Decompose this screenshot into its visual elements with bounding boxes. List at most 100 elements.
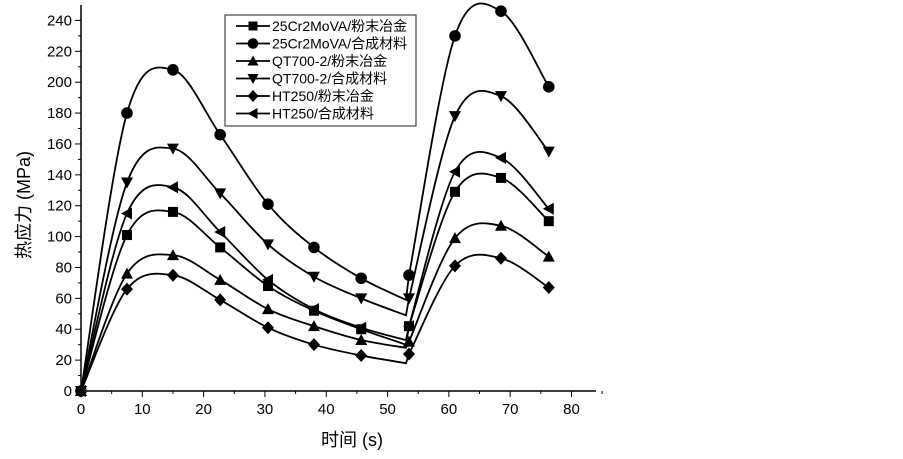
series-0 bbox=[76, 172, 554, 396]
series-4 bbox=[75, 251, 555, 398]
triangle-down-marker bbox=[355, 293, 368, 305]
circle-marker bbox=[542, 81, 555, 93]
triangle-down-marker bbox=[120, 177, 133, 189]
y-tick-label: 240 bbox=[47, 12, 72, 29]
triangle-up-marker bbox=[261, 303, 274, 315]
diamond-marker bbox=[494, 251, 507, 265]
series-line bbox=[80, 150, 550, 392]
circle-marker bbox=[121, 107, 133, 119]
diamond-marker bbox=[355, 348, 368, 362]
legend-item: QT700-2/合成材料 bbox=[236, 71, 387, 87]
series-lines bbox=[75, 2, 555, 398]
triangle-down-marker bbox=[166, 143, 179, 155]
diamond-marker bbox=[166, 268, 179, 282]
axes: 0 10 20 30 40 50 60 70 80 0 20 40 60 80 100 120 140 160 18… bbox=[47, 5, 603, 418]
diamond-marker bbox=[448, 259, 461, 273]
triangle-up-marker bbox=[542, 250, 555, 262]
circle-marker bbox=[214, 128, 226, 141]
circle-marker bbox=[403, 269, 415, 282]
triangle-left-marker bbox=[494, 151, 506, 164]
x-tick-label: 20 bbox=[195, 401, 212, 418]
legend-triangle-left-icon bbox=[247, 108, 258, 119]
circle-marker bbox=[167, 64, 179, 76]
x-tick-label: 0 bbox=[77, 401, 85, 418]
legend-item: HT250/粉末冶金 bbox=[236, 88, 374, 104]
y-tick-label: 220 bbox=[47, 43, 72, 60]
x-tick-label: 10 bbox=[134, 401, 151, 418]
series-3 bbox=[75, 90, 555, 397]
square-marker bbox=[215, 242, 226, 253]
triangle-down-marker bbox=[307, 271, 320, 283]
y-tick-label: 40 bbox=[55, 321, 72, 338]
triangle-up-marker bbox=[448, 232, 461, 244]
triangle-up-marker bbox=[403, 335, 416, 347]
legend-label: 25Cr2MoVA/合成材料 bbox=[272, 36, 407, 52]
x-tick-label: 60 bbox=[441, 401, 458, 418]
triangle-down-marker bbox=[494, 91, 507, 103]
triangle-down-marker bbox=[261, 239, 274, 251]
y-tick-label: 80 bbox=[55, 259, 72, 276]
triangle-left-marker bbox=[214, 225, 226, 238]
x-tick-label: 80 bbox=[563, 401, 580, 418]
triangle-left-marker bbox=[542, 202, 554, 215]
triangle-up-marker bbox=[166, 249, 179, 261]
circle-marker bbox=[308, 241, 320, 254]
triangle-left-marker bbox=[355, 321, 367, 334]
legend-diamond-icon bbox=[247, 90, 259, 102]
legend-label: HT250/合成材料 bbox=[272, 106, 374, 122]
triangle-up-marker bbox=[120, 267, 133, 279]
triangle-up-marker bbox=[214, 273, 227, 285]
triangle-left-marker bbox=[307, 303, 319, 316]
legend: 25Cr2MoVA/粉末冶金 25Cr2MoVA/合成材料QT700-2/粉末冶金… bbox=[224, 14, 417, 127]
legend-label: HT250/粉末冶金 bbox=[272, 88, 374, 104]
y-tick-label: 180 bbox=[47, 105, 72, 122]
circle-marker bbox=[449, 30, 461, 42]
triangle-down-marker bbox=[542, 146, 555, 158]
legend-square-icon bbox=[248, 21, 258, 31]
y-tick-label: 120 bbox=[47, 198, 72, 215]
triangle-up-marker bbox=[307, 320, 320, 332]
triangle-down-marker bbox=[403, 293, 416, 305]
circle-marker bbox=[495, 5, 507, 17]
y-tick-label: 100 bbox=[47, 229, 72, 246]
triangle-left-marker bbox=[448, 165, 460, 178]
legend-label: QT700-2/合成材料 bbox=[272, 71, 387, 87]
y-tick-label: 20 bbox=[55, 352, 72, 369]
legend-circle-icon bbox=[247, 38, 259, 49]
square-marker bbox=[167, 206, 178, 217]
legend-label: 25Cr2MoVA/粉末冶金 bbox=[272, 18, 407, 34]
legend-label: QT700-2/粉末冶金 bbox=[272, 53, 387, 69]
legend-triangle-up-icon bbox=[247, 55, 259, 66]
series-1 bbox=[75, 2, 555, 397]
circle-marker bbox=[262, 198, 274, 210]
triangle-down-marker bbox=[214, 188, 227, 200]
x-axis-label: 时间 (s) bbox=[321, 430, 383, 450]
triangle-down-marker bbox=[448, 111, 461, 123]
circle-marker bbox=[355, 272, 367, 285]
triangle-up-marker bbox=[355, 334, 368, 346]
series-line bbox=[80, 172, 550, 392]
diamond-marker bbox=[214, 293, 227, 307]
legend-item: 25Cr2MoVA/粉末冶金 bbox=[236, 18, 407, 34]
y-tick-label: 200 bbox=[47, 74, 72, 91]
triangle-left-marker bbox=[261, 273, 273, 286]
triangle-left-marker bbox=[166, 181, 178, 194]
square-marker bbox=[121, 230, 132, 241]
y-tick-label: 160 bbox=[47, 136, 72, 153]
x-tick-label: 30 bbox=[257, 401, 274, 418]
triangle-left-marker bbox=[403, 320, 415, 333]
diamond-marker bbox=[307, 338, 320, 352]
legend-box bbox=[224, 14, 417, 127]
legend-triangle-down-icon bbox=[247, 74, 259, 84]
square-marker bbox=[262, 281, 273, 292]
triangle-left-marker bbox=[75, 385, 86, 397]
legend-item: HT250/合成材料 bbox=[236, 106, 374, 122]
square-marker bbox=[543, 216, 554, 227]
legend-item: 25Cr2MoVA/合成材料 bbox=[236, 36, 407, 52]
x-tick-label: 50 bbox=[379, 401, 396, 418]
square-marker bbox=[495, 172, 506, 183]
legend-item: QT700-2/粉末冶金 bbox=[236, 53, 387, 69]
x-tick-label: 40 bbox=[318, 401, 335, 418]
x-tick-label: 70 bbox=[502, 401, 519, 418]
